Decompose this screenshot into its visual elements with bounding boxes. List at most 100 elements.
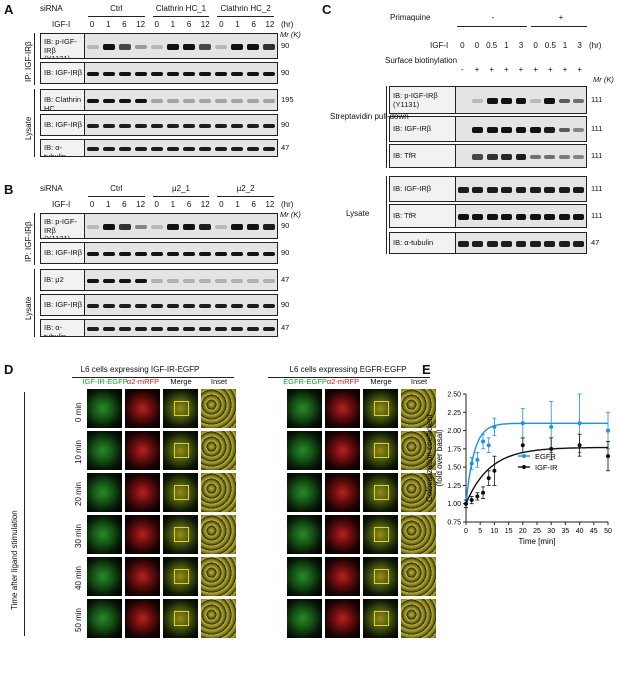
mw-marker: 90	[281, 120, 290, 129]
blot-band	[214, 326, 228, 332]
blot-band	[182, 279, 196, 283]
blot-label: IB: IGF-IRβ	[393, 124, 432, 133]
blot-label: IB: α-tubulin	[44, 323, 67, 337]
mr-label: Mr (K)	[280, 210, 301, 219]
blot-band	[166, 251, 180, 257]
igf-ir-point	[492, 468, 497, 473]
blot-band	[214, 71, 228, 77]
igf-ir-point	[606, 454, 610, 459]
egfr-image-0	[286, 514, 323, 555]
zoom-box	[374, 401, 389, 416]
blot-band	[472, 127, 484, 133]
blot-band	[214, 123, 228, 129]
blot-band	[515, 98, 527, 104]
legend-marker	[522, 465, 526, 469]
egfr-image-2	[362, 514, 399, 555]
igf-ir-point	[520, 443, 525, 448]
igf-ir-point	[577, 443, 582, 448]
blot-band	[230, 251, 244, 257]
x-tick-label: 0	[464, 528, 468, 535]
y-tick-label: 1.25	[447, 483, 461, 490]
blot-strip	[455, 116, 587, 142]
primaquine-plus-line	[531, 26, 587, 27]
blot-band	[544, 98, 556, 104]
blot-band	[262, 303, 276, 309]
mw-marker: 47	[281, 143, 290, 152]
blot-band	[86, 71, 100, 77]
timepoint-label: 12	[265, 200, 275, 209]
blot-band	[246, 251, 260, 257]
group-label: μ2_2	[236, 184, 255, 193]
strep-label: Streptavidin pull-down	[330, 112, 409, 121]
blot-band	[150, 225, 164, 229]
lysate-bracket	[34, 89, 35, 157]
blot-strip	[84, 139, 278, 157]
blot-band	[573, 241, 585, 247]
igf-ir-image-2	[162, 556, 199, 597]
blot-band	[102, 251, 116, 257]
igf-ir-image-0	[86, 598, 123, 639]
egfr-image-0	[286, 556, 323, 597]
blot-band	[214, 99, 228, 103]
x-tick-label: 25	[533, 528, 541, 535]
igf-ir-point	[481, 490, 486, 495]
egfr-point	[481, 439, 486, 444]
unit-label: (hr)	[589, 41, 602, 50]
blot-band	[118, 98, 132, 104]
timepoint-label: 3	[518, 41, 524, 50]
y-tick-label: 2.25	[447, 410, 461, 417]
mw-marker: 111	[591, 184, 603, 193]
timepoint-label: 12	[200, 20, 210, 29]
blot-band	[472, 154, 484, 160]
blot-band	[214, 45, 228, 49]
group-underline	[217, 16, 274, 17]
egfr-image-2	[362, 556, 399, 597]
zoom-box	[174, 443, 189, 458]
blot-band	[262, 251, 276, 257]
unit-label: (hr)	[281, 20, 294, 29]
igf-ir-image-2	[162, 430, 199, 471]
egfr-point	[492, 424, 497, 429]
timepoint-label: 6	[186, 20, 192, 29]
blot-band	[262, 146, 276, 152]
sirna-label: siRNA	[40, 184, 63, 193]
time-row-label: 20 min	[74, 481, 83, 506]
egfr-image-1	[324, 430, 361, 471]
blot-band	[486, 98, 498, 104]
blot-strip	[84, 242, 278, 264]
zoom-box	[174, 611, 189, 626]
timepoint-label: 0	[533, 41, 538, 50]
surface-mark: +	[533, 65, 538, 74]
blot-label: IB: IGF-IRβ	[44, 120, 83, 129]
mw-marker: 90	[281, 248, 290, 257]
blot-band	[558, 127, 570, 133]
egfr-point	[469, 461, 474, 466]
y-axis-label: Colocalization coefficient(fold over bas…	[425, 413, 444, 502]
blot-band	[246, 326, 260, 332]
lysate-bracket	[34, 269, 35, 337]
blot-band	[246, 99, 260, 103]
blot-band	[501, 127, 513, 133]
mw-marker: 111	[591, 95, 603, 104]
blot-band	[558, 154, 570, 160]
x-axis-label: Time [min]	[518, 537, 555, 546]
blot-band	[86, 303, 100, 309]
blot-band	[472, 99, 484, 103]
blot-strip	[84, 89, 278, 111]
blot-band	[166, 303, 180, 309]
egfr-image-0	[286, 430, 323, 471]
ip-label: IP: IGF-IRβ	[24, 41, 33, 82]
blot-band	[573, 187, 585, 193]
unit-label: (hr)	[281, 200, 294, 209]
blot-band	[230, 326, 244, 332]
ip-bracket	[34, 213, 35, 265]
legend-label: EGFR	[535, 452, 556, 461]
blot-strip	[455, 176, 587, 202]
blot-band	[118, 224, 132, 230]
blot-strip	[84, 114, 278, 136]
egfr-image-1	[324, 388, 361, 429]
zoom-box	[374, 611, 389, 626]
y-tick-label: 1.00	[447, 501, 461, 508]
group-underline	[88, 196, 145, 197]
blot-band	[102, 278, 116, 284]
